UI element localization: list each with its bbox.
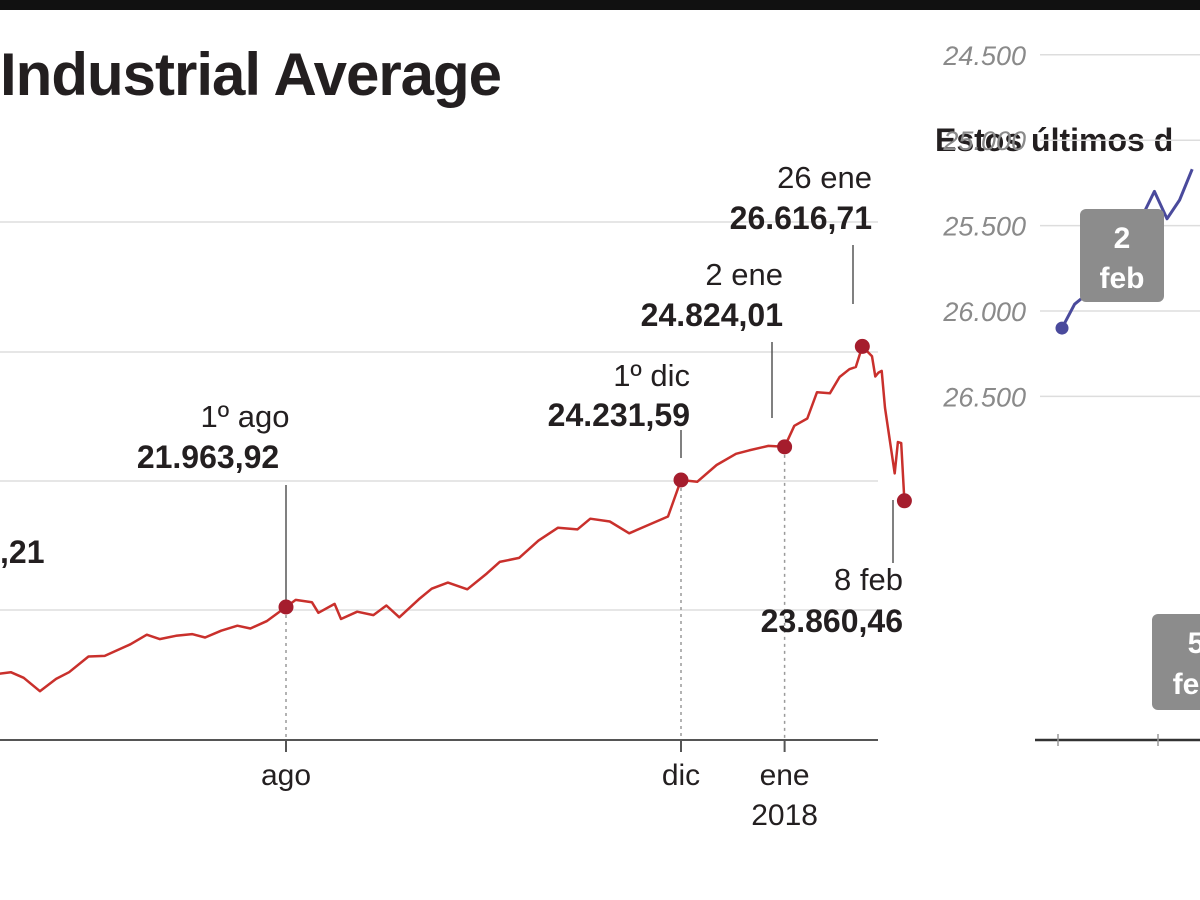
badge-background xyxy=(1152,614,1200,710)
inset-y-tick-label: 24.500 xyxy=(942,41,1026,71)
annotation-point xyxy=(673,472,689,488)
badge-line2: feb xyxy=(1100,262,1145,295)
annotation-point xyxy=(777,439,793,455)
annotation-value-partial: ,21 xyxy=(0,534,44,570)
annotation-value: 26.616,71 xyxy=(730,200,872,236)
inset-line-chart: 2 feb 5 fe xyxy=(1055,168,1200,710)
annotation-date: 8 feb xyxy=(834,562,903,597)
annotation-point xyxy=(896,493,912,509)
chart-title: Industrial Average xyxy=(0,41,502,108)
annotation-date: 26 ene xyxy=(777,160,872,195)
annotation-value: 24.231,59 xyxy=(548,397,690,433)
dow-series-line xyxy=(0,345,906,693)
x-tick-label: ene xyxy=(760,759,810,792)
x-tick-label: ago xyxy=(261,759,311,792)
annotation-date: 2 ene xyxy=(705,257,783,292)
annotation-point xyxy=(278,599,294,615)
annotation-value: 24.824,01 xyxy=(641,297,783,333)
main-gridlines: ago dic ene 2018 xyxy=(0,221,878,832)
x-tick-label: dic xyxy=(662,759,700,792)
inset-y-tick-label: 26.000 xyxy=(942,297,1026,327)
annotation-value: 23.860,46 xyxy=(761,603,903,639)
x-tick-sublabel: 2018 xyxy=(751,799,818,832)
badge-2-feb: 2 feb xyxy=(1080,209,1164,302)
annotation-value: 21.963,92 xyxy=(137,439,279,475)
top-bar xyxy=(0,0,1200,10)
annotation-point xyxy=(854,338,870,354)
annotation-date: 1º ago xyxy=(201,399,290,434)
inset-start-point xyxy=(1055,321,1069,335)
badge-line1: 2 xyxy=(1114,222,1131,255)
badge-line2: fe xyxy=(1173,668,1200,701)
annotation-date: 1º dic xyxy=(613,358,690,393)
badge-5-feb: 5 fe xyxy=(1152,614,1200,710)
badge-line1: 5 xyxy=(1188,627,1200,660)
badge-background xyxy=(1080,209,1164,302)
inset-y-tick-label: 25.500 xyxy=(942,212,1026,242)
inset-y-tick-label: 25.000 xyxy=(942,126,1026,156)
main-line-chart: ,21 1º ago 21.963,92 1º dic 24.231,59 2 ene 24… xyxy=(0,160,912,693)
inset-y-tick-label: 26.500 xyxy=(942,382,1026,412)
